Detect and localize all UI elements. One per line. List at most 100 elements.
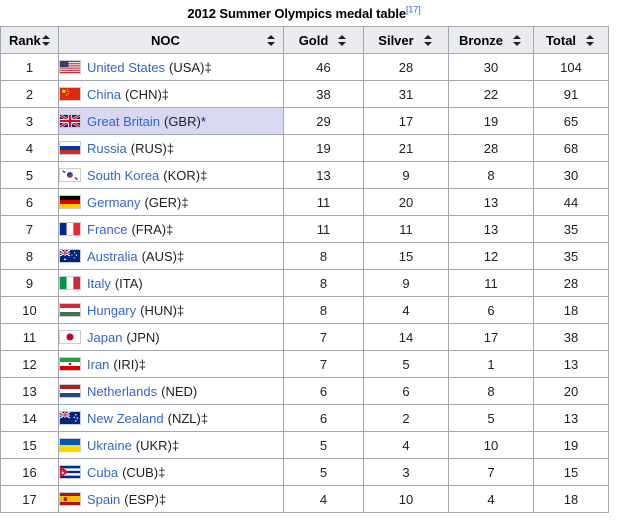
noc-code: (NZL) xyxy=(167,410,201,426)
bronze-cell: 22 xyxy=(448,80,534,108)
country-link[interactable]: Italy xyxy=(87,275,111,291)
column-header-bronze[interactable]: Bronze xyxy=(448,26,534,54)
gold-cell: 8 xyxy=(283,296,364,324)
table-row: 12 Iran (IRI) ‡ 7 5 1 13 xyxy=(0,350,609,378)
column-header-silver[interactable]: Silver xyxy=(363,26,449,54)
noc-cell: Ukraine (UKR) ‡ xyxy=(58,431,284,459)
country-link[interactable]: Russia xyxy=(87,140,127,156)
country-link[interactable]: Iran xyxy=(87,356,110,372)
column-header-gold[interactable]: Gold xyxy=(283,26,364,54)
column-header-total[interactable]: Total xyxy=(533,26,609,54)
total-cell: 13 xyxy=(533,350,609,378)
rank-cell: 12 xyxy=(0,350,59,378)
country-link[interactable]: Cuba xyxy=(87,464,119,480)
silver-cell: 10 xyxy=(363,485,449,513)
gold-cell: 4 xyxy=(283,485,364,513)
noc-code: (USA) xyxy=(169,59,205,75)
sort-icon[interactable] xyxy=(266,34,277,47)
table-header: Rank NOC Gold xyxy=(0,26,609,54)
noc-footnote-mark: ‡ xyxy=(158,491,167,507)
column-header-rank-label: Rank xyxy=(9,32,41,48)
noc-footnote-mark: ‡ xyxy=(200,410,209,426)
rank-cell: 5 xyxy=(0,161,59,189)
flag-icon xyxy=(59,492,81,506)
total-cell: 35 xyxy=(533,242,609,270)
flag-icon xyxy=(59,330,81,344)
bronze-cell: 5 xyxy=(448,404,534,432)
total-cell: 15 xyxy=(533,458,609,486)
bronze-cell: 12 xyxy=(448,242,534,270)
country-link[interactable]: Hungary xyxy=(87,302,137,318)
flag-icon xyxy=(59,168,81,182)
noc-code: (FRA) xyxy=(131,221,167,237)
column-header-noc-label: NOC xyxy=(151,32,180,48)
gold-cell: 7 xyxy=(283,323,364,351)
sort-icon[interactable] xyxy=(512,34,523,47)
bronze-cell: 8 xyxy=(448,377,534,405)
bronze-cell: 19 xyxy=(448,107,534,135)
noc-code: (CHN) xyxy=(124,86,162,102)
country-link[interactable]: Spain xyxy=(87,491,121,507)
country-link[interactable]: South Korea xyxy=(87,167,160,183)
noc-cell: Hungary (HUN) ‡ xyxy=(58,296,284,324)
silver-cell: 20 xyxy=(363,188,449,216)
total-cell: 104 xyxy=(533,53,609,81)
table-row: 6 Germany (GER) ‡ 11 20 13 44 xyxy=(0,188,609,216)
bronze-cell: 13 xyxy=(448,215,534,243)
reference-link[interactable]: [17] xyxy=(406,4,421,15)
flag-icon xyxy=(59,249,81,263)
table-row: 13 Netherlands (NED) 6 6 8 20 xyxy=(0,377,609,405)
noc-code: (ITA) xyxy=(114,275,143,291)
gold-cell: 13 xyxy=(283,161,364,189)
gold-cell: 11 xyxy=(283,215,364,243)
table-body: 1 United States (USA) ‡ 46 28 30 104 2 China (CHN)… xyxy=(0,53,609,513)
bronze-cell: 28 xyxy=(448,134,534,162)
gold-cell: 11 xyxy=(283,188,364,216)
bronze-cell: 4 xyxy=(448,485,534,513)
country-link[interactable]: New Zealand xyxy=(87,410,164,426)
table-row: 16 Cuba (CUB) ‡ 5 3 7 15 xyxy=(0,458,609,486)
rank-cell: 4 xyxy=(0,134,59,162)
noc-footnote-mark: ‡ xyxy=(161,86,170,102)
sort-icon[interactable] xyxy=(41,34,52,47)
page-title-text: 2012 Summer Olympics medal table xyxy=(187,6,406,21)
country-link[interactable]: France xyxy=(87,221,128,237)
country-link[interactable]: Japan xyxy=(87,329,123,345)
sort-icon[interactable] xyxy=(423,34,434,47)
country-link[interactable]: Australia xyxy=(87,248,138,264)
column-header-gold-label: Gold xyxy=(298,32,329,48)
country-link[interactable]: Great Britain xyxy=(87,113,160,129)
table-row: 7 France (FRA) ‡ 11 11 13 35 xyxy=(0,215,609,243)
country-link[interactable]: United States xyxy=(87,59,166,75)
flag-icon xyxy=(59,303,81,317)
header-row: Rank NOC Gold xyxy=(0,26,609,54)
noc-footnote-mark: ‡ xyxy=(166,221,174,237)
noc-footnote-mark: * xyxy=(200,113,206,129)
column-header-noc[interactable]: NOC xyxy=(58,26,284,54)
flag-icon xyxy=(59,60,81,74)
total-cell: 44 xyxy=(533,188,609,216)
sort-icon[interactable] xyxy=(585,34,596,47)
gold-cell: 6 xyxy=(283,404,364,432)
sort-icon[interactable] xyxy=(337,34,348,47)
gold-cell: 46 xyxy=(283,53,364,81)
country-link[interactable]: Netherlands xyxy=(87,383,158,399)
noc-cell: France (FRA) ‡ xyxy=(58,215,284,243)
total-cell: 18 xyxy=(533,485,609,513)
country-link[interactable]: China xyxy=(87,86,121,102)
noc-code: (UKR) xyxy=(135,437,172,453)
country-link[interactable]: Germany xyxy=(87,194,141,210)
country-link[interactable]: Ukraine xyxy=(87,437,132,453)
noc-code: (IRI) xyxy=(113,356,139,372)
rank-cell: 16 xyxy=(0,458,59,486)
table-row: 8 Australia (AUS) ‡ 8 15 12 35 xyxy=(0,242,609,270)
total-cell: 35 xyxy=(533,215,609,243)
column-header-rank[interactable]: Rank xyxy=(0,26,59,54)
page-title: 2012 Summer Olympics medal table[17] xyxy=(0,0,608,26)
flag-icon xyxy=(59,222,81,236)
noc-cell: New Zealand (NZL) ‡ xyxy=(58,404,284,432)
flag-icon xyxy=(59,357,81,371)
noc-code: (NED) xyxy=(161,383,198,399)
table-row: 15 Ukraine (UKR) ‡ 5 4 10 19 xyxy=(0,431,609,459)
bronze-cell: 11 xyxy=(448,269,534,297)
